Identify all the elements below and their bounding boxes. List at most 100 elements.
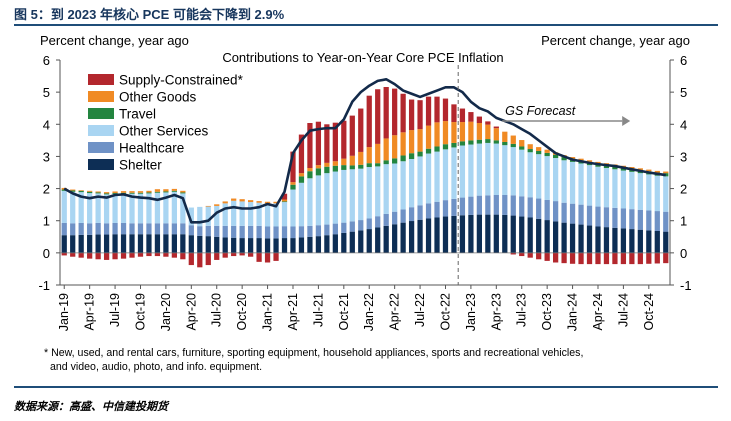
bar-other-goods-Jun-20 xyxy=(205,205,211,207)
bar-other-services-Dec-21 xyxy=(358,168,364,221)
bar-shelter-Mar-20 xyxy=(180,234,186,253)
bar-shelter-May-23 xyxy=(502,214,508,253)
bar-supply-constrained-Feb-22 xyxy=(375,89,381,144)
right-ytick-label: 4 xyxy=(680,117,687,132)
bar-other-goods-May-21 xyxy=(298,173,305,177)
footnote-line-2: and video, audio, photo, and info. equip… xyxy=(50,361,262,373)
bar-healthcare-Feb-20 xyxy=(171,223,177,235)
bar-travel-Jun-22 xyxy=(408,153,415,159)
bar-travel-Dec-21 xyxy=(358,164,364,169)
bar-other-goods-Apr-23 xyxy=(493,128,499,141)
legend-swatch-healthcare xyxy=(88,142,114,153)
bar-other-services-May-23 xyxy=(502,145,508,195)
bar-other-services-Aug-24 xyxy=(629,171,635,210)
bar-shelter-Aug-20 xyxy=(222,237,228,253)
right-y-axis: -1 0 1 2 3 4 5 6 xyxy=(670,53,692,293)
bar-shelter-Jan-21 xyxy=(264,238,271,253)
bar-shelter-Mar-19 xyxy=(78,234,84,253)
bar-shelter-Jun-20 xyxy=(205,236,211,253)
bar-healthcare-Apr-21 xyxy=(290,226,296,239)
bar-shelter-May-24 xyxy=(603,227,610,253)
bar-supply-constrained-Apr-23 xyxy=(493,126,499,129)
bar-travel-Jan-23 xyxy=(468,140,474,145)
bar-other-goods-Feb-24 xyxy=(578,158,584,161)
bar-supply-constrained-Feb-23 xyxy=(476,116,482,123)
bar-shelter-Sep-22 xyxy=(434,217,440,253)
bar-other-goods-Oct-21 xyxy=(341,158,347,166)
bar-shelter-May-19 xyxy=(95,234,101,253)
bar-other-services-Mar-23 xyxy=(485,142,491,196)
bar-other-goods-Feb-21 xyxy=(273,201,279,204)
bar-supply-constrained-Aug-23 xyxy=(527,252,533,258)
bar-healthcare-Feb-23 xyxy=(476,195,482,215)
bar-supply-constrained-Sep-19 xyxy=(129,252,135,258)
bar-supply-constrained-Sep-22 xyxy=(434,96,440,123)
right-ytick-label: 6 xyxy=(680,53,687,68)
xtick-label: Jul-23 xyxy=(515,293,529,327)
bar-healthcare-Nov-20 xyxy=(248,225,254,239)
bar-other-services-Aug-20 xyxy=(222,203,228,226)
bar-healthcare-Aug-21 xyxy=(324,224,330,236)
bar-shelter-Sep-24 xyxy=(637,229,643,253)
bar-other-goods-Sep-23 xyxy=(536,147,542,151)
bar-shelter-May-20 xyxy=(197,235,203,253)
bar-supply-constrained-Mar-22 xyxy=(383,87,389,139)
bar-healthcare-Jun-22 xyxy=(408,207,415,222)
bar-supply-constrained-Jul-23 xyxy=(519,252,525,257)
legend-label-supply-constrained: Supply-Constrained* xyxy=(119,73,244,88)
bar-other-services-Apr-20 xyxy=(188,207,194,226)
bar-supply-constrained-Jan-21 xyxy=(264,252,271,263)
bar-other-services-Jun-19 xyxy=(103,194,110,224)
xtick-label: Oct-20 xyxy=(235,293,249,331)
axes-frame xyxy=(59,60,671,286)
bar-supply-constrained-Nov-24 xyxy=(654,252,660,264)
bar-supply-constrained-Mar-19 xyxy=(78,252,84,258)
xtick-label: Oct-23 xyxy=(540,293,554,331)
bar-supply-constrained-Mar-24 xyxy=(586,252,593,265)
xtick-label: Oct-19 xyxy=(133,293,147,331)
bar-healthcare-Jun-23 xyxy=(510,195,516,216)
bar-other-services-Oct-21 xyxy=(341,169,347,223)
xtick-label: Jan-19 xyxy=(57,293,71,331)
bar-shelter-Mar-21 xyxy=(281,238,288,253)
bar-other-goods-Sep-22 xyxy=(434,122,440,147)
bar-healthcare-Jan-22 xyxy=(366,218,372,230)
bar-other-services-Jul-24 xyxy=(620,170,627,209)
bar-supply-constrained-Oct-19 xyxy=(137,252,144,257)
bar-other-goods-Jul-19 xyxy=(112,191,118,194)
bar-travel-Oct-19 xyxy=(137,192,144,194)
left-ytick-label: 3 xyxy=(43,149,50,164)
bottom-rule xyxy=(14,386,718,388)
bar-other-goods-Feb-19 xyxy=(70,189,76,191)
left-ytick-label: 4 xyxy=(43,117,50,132)
bar-healthcare-Feb-19 xyxy=(70,223,76,236)
bar-supply-constrained-Jan-22 xyxy=(366,95,372,148)
bar-travel-Oct-23 xyxy=(544,152,550,157)
xtick-label: Apr-21 xyxy=(286,293,300,331)
bar-shelter-Jun-22 xyxy=(408,221,415,253)
bar-healthcare-May-21 xyxy=(298,226,305,238)
bar-travel-Sep-21 xyxy=(332,165,338,172)
bar-other-goods-Aug-24 xyxy=(629,167,635,169)
bar-other-services-Mar-20 xyxy=(180,193,186,224)
bar-other-goods-Oct-23 xyxy=(544,149,550,153)
bar-other-services-Aug-21 xyxy=(324,173,330,225)
bar-healthcare-Oct-24 xyxy=(646,210,652,231)
bar-other-services-Jan-20 xyxy=(163,192,169,224)
bar-healthcare-Sep-20 xyxy=(231,225,237,238)
bar-other-services-Jun-24 xyxy=(612,169,618,208)
bar-other-goods-May-19 xyxy=(95,191,101,193)
bar-supply-constrained-Dec-22 xyxy=(459,108,466,123)
bar-supply-constrained-Mar-20 xyxy=(180,252,186,260)
bar-other-goods-Oct-19 xyxy=(137,191,144,193)
bar-healthcare-Feb-24 xyxy=(578,204,584,225)
bar-shelter-Nov-24 xyxy=(654,231,660,253)
bar-healthcare-Aug-24 xyxy=(629,209,635,230)
bar-shelter-Nov-19 xyxy=(146,234,152,253)
bar-shelter-Jan-23 xyxy=(468,214,474,253)
bar-other-goods-Jun-19 xyxy=(103,192,110,194)
bar-travel-Aug-23 xyxy=(527,149,533,153)
bar-supply-constrained-Jul-20 xyxy=(214,252,220,260)
bar-healthcare-Sep-19 xyxy=(129,223,135,235)
legend: Supply-Constrained* Other Goods Travel Othe… xyxy=(88,73,244,173)
